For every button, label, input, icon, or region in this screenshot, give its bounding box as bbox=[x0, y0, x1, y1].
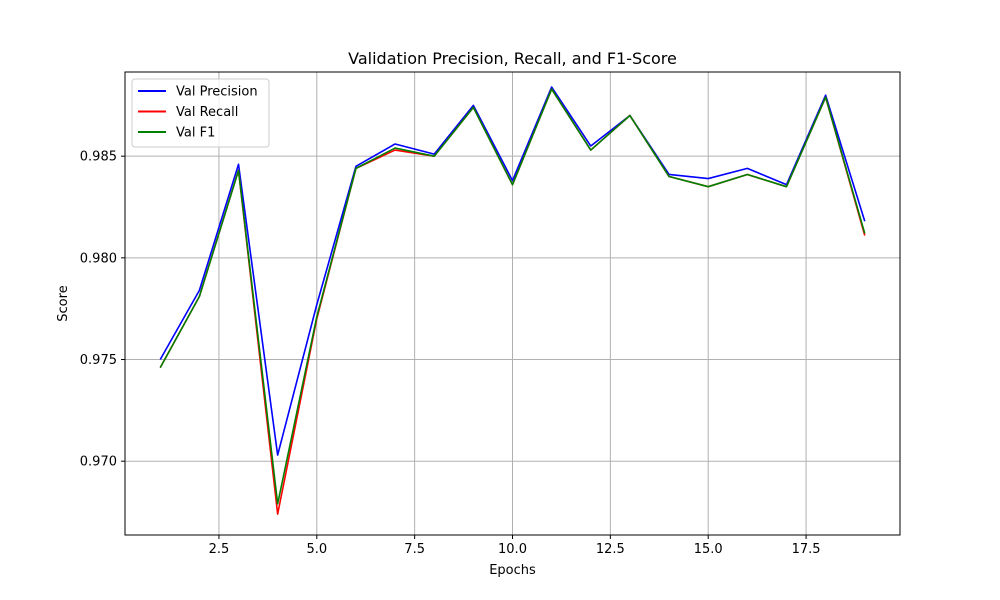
x-tick-label: 17.5 bbox=[792, 542, 821, 557]
series-lines bbox=[159, 86, 866, 515]
x-tick-label: 12.5 bbox=[596, 542, 625, 557]
x-tick-label: 10.0 bbox=[498, 542, 527, 557]
y-tick-label: 0.985 bbox=[80, 150, 117, 165]
x-axis-ticks: 2.5 5.0 7.5 10.0 12.5 15.0 17.5 bbox=[209, 535, 821, 557]
legend-entries: Val Precision Val Recall Val F1 bbox=[138, 85, 258, 141]
y-tick-label: 0.980 bbox=[80, 251, 117, 266]
x-tick-label: 15.0 bbox=[694, 542, 723, 557]
x-axis-label: Epochs bbox=[489, 563, 536, 578]
y-axis-label: Score bbox=[56, 285, 71, 321]
chart-title: Validation Precision, Recall, and F1-Sco… bbox=[348, 49, 677, 68]
legend-label-val-precision: Val Precision bbox=[176, 85, 258, 100]
y-axis-ticks: 0.970 0.975 0.980 0.985 bbox=[80, 150, 125, 470]
y-tick-label: 0.975 bbox=[80, 353, 117, 368]
series-line-val-f1 bbox=[159, 88, 866, 505]
legend-box bbox=[131, 78, 270, 148]
legend-label-val-recall: Val Recall bbox=[176, 105, 238, 120]
x-tick-label: 5.0 bbox=[306, 542, 327, 557]
y-tick-label: 0.970 bbox=[80, 455, 117, 470]
legend: Val Precision Val Recall Val F1 bbox=[131, 78, 270, 148]
legend-label-val-f1: Val F1 bbox=[176, 126, 215, 141]
series-line-val-precision bbox=[159, 86, 866, 456]
x-tick-label: 2.5 bbox=[209, 542, 230, 557]
x-tick-label: 7.5 bbox=[404, 542, 425, 557]
